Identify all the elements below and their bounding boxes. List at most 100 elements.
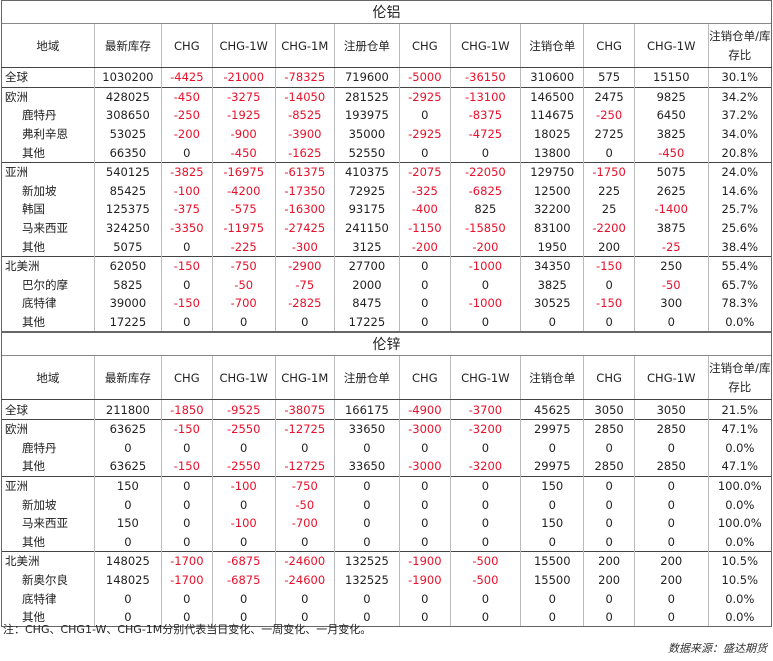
value-cell: 0 [161,495,213,514]
value-cell: 20.8% [707,143,773,163]
value-cell: 10.5% [707,551,773,571]
column-header-chg-1w: CHG-1W [211,355,276,401]
value-cell: -150 [161,418,213,439]
value-cell: 25 [583,200,635,219]
value-cell: -78325 [274,67,335,88]
value-cell: -200 [449,237,521,257]
value-cell: 0 [583,475,635,496]
value-cell: -150 [583,294,635,313]
value-cell: 211800 [93,399,162,420]
column-header-chg-1m: CHG-1M [274,23,335,68]
table-row: 底特律 0 0 0 0 0 0 0 0 0 0 0.0% [1,589,773,608]
value-cell: 30.1% [707,67,773,88]
value-cell: -38075 [274,399,335,420]
footnote: 注：CHG、CHG1-W、CHG-1M分别代表当日变化、一周变化、一月变化。 [3,623,372,636]
column-header-region: 地域 [1,23,95,68]
table-row: 亚洲 540125 -3825 -16975 -61375 410375 -2075 -220… [1,161,773,182]
value-cell: 200 [583,551,635,571]
value-cell: 32200 [520,200,584,219]
value-cell: 0 [399,475,451,496]
value-cell: 281525 [333,86,400,107]
value-cell: -300 [274,237,335,257]
value-cell: 0 [583,143,635,163]
value-cell: -500 [449,570,521,590]
value-cell: 25.7% [707,200,773,219]
table-title: 伦铝 [1,0,772,24]
value-cell: 6450 [633,106,709,125]
value-cell: 0 [211,532,276,552]
region-cell: 北美洲 [1,255,95,276]
table-row: 其他 5075 0 -225 -300 3125 -200 -200 1950 200 -25 38.… [1,237,773,257]
column-header-chg-1m: CHG-1M [274,355,335,401]
region-cell: 亚洲 [1,161,95,182]
value-cell: -1850 [161,399,213,420]
value-cell: -13100 [449,86,521,107]
value-cell: 5075 [633,161,709,182]
zinc-table: 伦锌 地域 最新库存 CHG CHG-1W CHG-1M 注册仓单 CHG CHG-1W 注销仓单… [1,332,773,628]
value-cell: -3350 [161,218,213,238]
value-cell: 0 [161,438,213,458]
value-cell: 33650 [333,418,400,439]
value-cell: 825 [449,200,521,219]
value-cell: -450 [161,86,213,107]
column-header-chg: CHG [583,23,635,68]
column-header-chg-1w: CHG-1W [449,355,521,401]
value-cell: -325 [399,181,451,201]
value-cell: 129750 [520,161,584,182]
value-cell: 125375 [93,200,162,219]
value-cell: 72925 [333,181,400,201]
value-cell: 78.3% [707,294,773,313]
value-cell: -700 [274,513,335,533]
value-cell: 2475 [583,86,635,107]
value-cell: 200 [583,237,635,257]
column-header-chg-1w: CHG-1W [211,23,276,68]
value-cell: 10.5% [707,570,773,590]
value-cell: -375 [161,200,213,219]
value-cell: 0 [633,475,709,496]
value-cell: -1000 [449,255,521,276]
table-row: 其他 66350 0 -450 -1625 52550 0 0 13800 0 -450 20.8% [1,143,773,163]
value-cell: -50 [211,275,276,295]
table-row: 其他 17225 0 0 0 17225 0 0 0 0 0 0.0% [1,312,773,333]
value-cell: 0 [161,475,213,496]
value-cell: 0 [583,532,635,552]
value-cell: -1750 [583,161,635,182]
value-cell: 148025 [93,570,162,590]
region-cell: 其他 [1,532,95,552]
value-cell: 29975 [520,457,584,477]
value-cell: 132525 [333,570,400,590]
value-cell: 63625 [93,457,162,477]
value-cell: 0 [161,607,213,628]
value-cell: 0 [333,475,400,496]
region-cell: 欧洲 [1,86,95,107]
value-cell: 0 [399,513,451,533]
value-cell: -500 [449,551,521,571]
value-cell: 13800 [520,143,584,163]
value-cell: 5075 [93,237,162,257]
value-cell: 0 [399,294,451,313]
table-row: 巴尔的摩 5825 0 -50 -75 2000 0 0 3825 0 -50 65.7% [1,275,773,295]
value-cell: 0 [520,532,584,552]
value-cell: 47.1% [707,418,773,439]
value-cell: 308650 [93,106,162,125]
value-cell: -750 [211,255,276,276]
value-cell: 29975 [520,418,584,439]
value-cell: 0 [399,312,451,333]
value-cell: 0.0% [707,607,773,628]
region-cell: 鹿特丹 [1,106,95,125]
value-cell: 0 [583,589,635,608]
value-cell: 34.2% [707,86,773,107]
value-cell: 35000 [333,124,400,144]
value-cell: 0 [399,532,451,552]
value-cell: -1700 [161,551,213,571]
column-header-cancelled: 注销仓单 [520,355,584,401]
value-cell: 0 [583,513,635,533]
region-cell: 鹿特丹 [1,438,95,458]
value-cell: -6875 [211,570,276,590]
value-cell: 0 [93,495,162,514]
value-cell: 0 [399,607,451,628]
region-cell: 全球 [1,399,95,420]
value-cell: -150 [161,294,213,313]
value-cell: 0 [161,589,213,608]
value-cell: -250 [161,106,213,125]
